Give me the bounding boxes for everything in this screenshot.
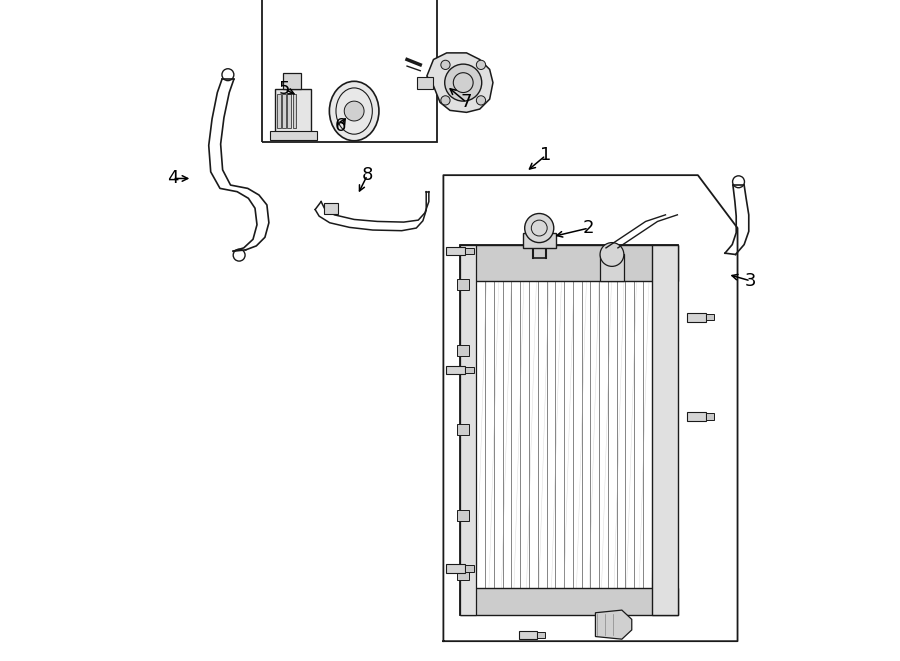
Polygon shape [596, 610, 632, 639]
Bar [417, 77, 434, 89]
Bar [287, 94, 291, 128]
Text: 8: 8 [362, 166, 374, 184]
Bar [706, 314, 714, 321]
Circle shape [525, 214, 554, 243]
Bar [460, 588, 678, 615]
Text: 7: 7 [461, 93, 472, 112]
Polygon shape [427, 53, 493, 112]
Circle shape [344, 101, 364, 121]
Bar [465, 248, 473, 254]
Bar [519, 631, 537, 639]
Bar [283, 73, 302, 89]
Circle shape [476, 60, 486, 69]
Ellipse shape [329, 81, 379, 141]
Bar [687, 313, 706, 321]
Bar [465, 367, 473, 373]
Bar [465, 565, 473, 572]
Bar [460, 245, 476, 615]
Bar [262, 0, 436, 142]
Circle shape [445, 64, 482, 101]
Text: 5: 5 [279, 80, 291, 98]
Bar [277, 94, 281, 128]
Text: 2: 2 [583, 219, 595, 237]
Text: 6: 6 [335, 116, 346, 135]
Bar [687, 412, 706, 420]
Circle shape [733, 176, 744, 188]
Bar [537, 632, 545, 637]
Bar [446, 247, 465, 255]
Bar [456, 279, 469, 290]
Circle shape [233, 249, 245, 261]
Bar [600, 254, 624, 281]
Bar [269, 131, 317, 140]
Bar [324, 203, 338, 214]
Bar [274, 89, 311, 132]
Bar [456, 570, 469, 580]
Bar [460, 245, 678, 281]
Bar [292, 94, 296, 128]
Bar [446, 366, 465, 374]
Text: 1: 1 [540, 146, 552, 165]
Bar [460, 245, 678, 615]
Bar [706, 413, 714, 420]
Circle shape [476, 96, 486, 105]
Bar [456, 510, 469, 521]
Bar [456, 424, 469, 435]
Bar [652, 245, 678, 615]
Bar [446, 564, 465, 572]
Text: 4: 4 [166, 169, 178, 188]
Bar [282, 94, 286, 128]
Circle shape [222, 69, 234, 81]
Circle shape [441, 60, 450, 69]
Circle shape [600, 243, 624, 266]
Text: 3: 3 [745, 272, 757, 290]
Bar [523, 233, 556, 248]
Bar [456, 345, 469, 356]
Circle shape [441, 96, 450, 105]
